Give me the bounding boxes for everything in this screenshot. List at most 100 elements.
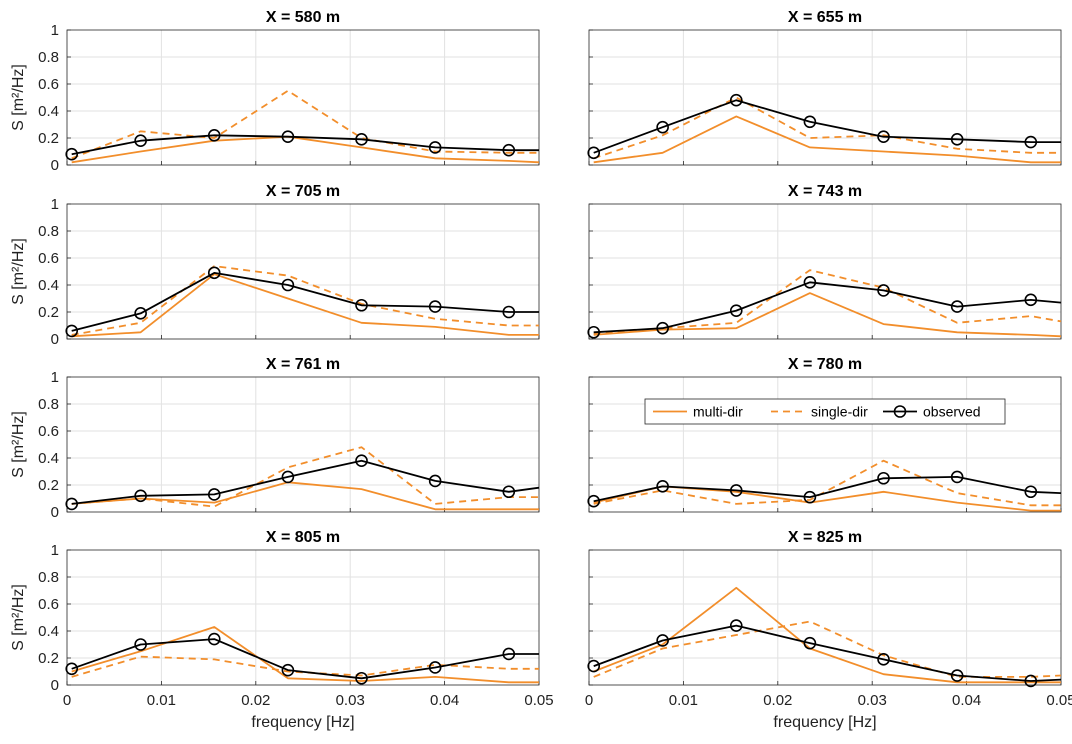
observed-marker [656,634,669,647]
y-axis-label: S [m²/Hz] [10,64,27,131]
y-tick-label: 0.4 [38,277,59,294]
observed-marker [1024,135,1038,149]
panel-1: X = 580 m 0 0.2 0.4 0.6 0.8 1 S [m²/Hz] [10,9,540,174]
legend-label-single-dir: single-dir [811,404,868,420]
observed-marker [355,454,368,468]
x-tick-label: 0 [63,692,71,709]
panel-5: X = 761 m 0 0.2 0.4 0.6 0.8 1 S [m²/Hz] [10,356,540,521]
y-tick-label: 0.2 [38,477,59,494]
panel-4: X = 743 m [587,183,1062,340]
y-tick-label: 1 [51,369,59,386]
legend-box [644,398,1006,425]
x-tick-label: 0.03 [336,692,365,709]
y-tick-label: 0.6 [38,250,59,267]
panel-title: X = 780 m [788,356,862,373]
series-line-observed [71,134,539,156]
series-line-single-dir [71,265,539,336]
observed-marker [877,653,890,666]
y-tick-label: 0.2 [38,130,59,147]
panel-3: X = 705 m 0 0.2 0.4 0.6 0.8 1 S [m²/Hz] [10,183,540,348]
observed-marker [134,307,147,320]
observed-marker [950,300,964,313]
observed-marker [877,471,890,485]
series-line-single-dir [71,655,539,678]
legend-label-observed: observed [923,404,981,420]
panel-title: X = 580 m [266,9,340,26]
legend-marker-observed [893,405,907,418]
series-line-multi-dir [71,135,540,164]
observed-marker [950,470,964,484]
observed-marker [134,134,147,147]
observed-marker [803,115,817,129]
series-line-observed [71,638,539,680]
y-tick-label: 0 [51,157,59,174]
observed-marker [587,494,601,508]
x-tick-label: 0.04 [952,692,981,709]
y-tick-label: 0.2 [38,650,59,667]
observed-marker [502,305,516,319]
observed-marker [587,325,601,339]
series-line-single-dir [593,96,1061,160]
observed-marker [1024,674,1038,688]
x-tick-label: 0.03 [858,692,887,709]
series-line-observed [593,281,1062,334]
y-tick-label: 1 [51,22,59,39]
panel-title: X = 761 m [266,356,340,373]
observed-marker [1024,485,1038,499]
axes-box [66,29,540,166]
x-tick-label: 0 [585,692,593,709]
observed-marker [656,321,669,335]
observed-marker [428,141,442,154]
y-tick-label: 0.8 [38,396,59,413]
y-axis-label: S [m²/Hz] [10,238,27,305]
y-tick-label: 0.4 [38,450,59,467]
observed-marker [950,669,964,682]
x-axis-label: frequency [Hz] [251,714,354,731]
y-tick-label: 1 [51,196,59,213]
legend-label-multi-dir: multi-dir [693,404,743,420]
y-tick-label: 1 [51,542,59,559]
observed-marker [729,93,743,107]
panel-title: X = 825 m [788,529,862,546]
observed-marker [207,129,221,142]
observed-marker [134,638,147,651]
axes-box [66,376,540,513]
observed-marker [877,284,890,297]
y-tick-label: 0.4 [38,103,59,120]
x-tick-label: 0.02 [241,692,270,709]
series-line-observed [593,624,1062,682]
x-axis-label: frequency [Hz] [773,714,876,731]
observed-marker [502,647,516,661]
observed-marker [729,304,743,317]
y-tick-label: 0.8 [38,49,59,66]
series-line-observed [593,475,1062,503]
observed-marker [134,489,147,503]
series-line-single-dir [593,459,1061,507]
legend: multi-dir single-dir observed [644,398,1006,425]
observed-marker [587,146,601,160]
observed-marker [281,130,295,143]
observed-marker [428,300,442,313]
observed-marker [729,619,743,632]
axes-box [588,29,1062,166]
observed-marker [1024,293,1038,307]
observed-marker [428,474,442,488]
x-tick-label: 0.01 [669,692,698,709]
observed-marker [281,470,295,484]
observed-marker [729,484,743,497]
observed-marker [207,488,221,501]
panel-title: X = 805 m [266,529,340,546]
series-line-multi-dir [71,626,539,684]
observed-marker [281,663,295,677]
panel-7: X = 805 m 0 0.2 0.4 0.6 0.8 1 S [m²/Hz] 0 0.01 0.0… [10,529,554,731]
series-line-single-dir [593,269,1062,335]
observed-marker [877,130,890,143]
axes-box [588,376,1062,513]
axes-box [588,549,1062,686]
observed-marker [950,133,964,146]
x-tick-label: 0.05 [524,692,553,709]
series-line-multi-dir [71,273,539,338]
series-line-multi-dir [593,586,1061,684]
y-axis-label: S [m²/Hz] [10,584,27,651]
observed-marker [502,143,516,157]
